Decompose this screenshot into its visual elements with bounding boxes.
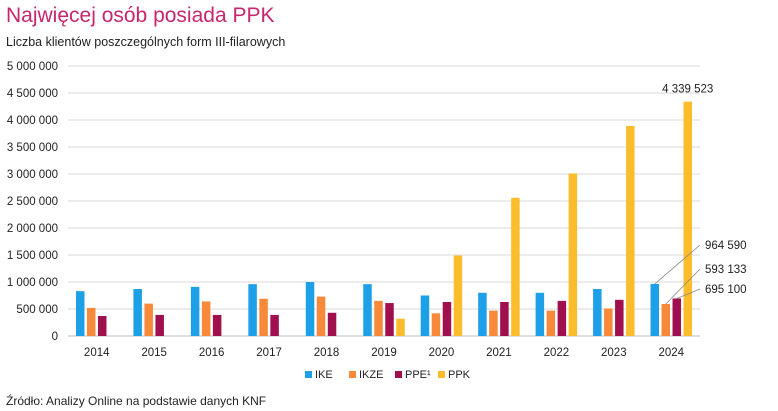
bar-ikze-2018 (316, 296, 326, 336)
bar-ppk-2020 (453, 255, 463, 336)
legend-swatch (438, 371, 445, 378)
bar-ppe-2019 (385, 303, 394, 336)
callout-label: 695 100 (705, 284, 747, 296)
bar-ppk-2022 (568, 173, 578, 336)
bar-ike-2016 (190, 286, 200, 336)
callout-label: 964 590 (705, 240, 747, 252)
bar-ppe-2015 (155, 314, 164, 336)
bar-ikze-2017 (259, 298, 268, 336)
x-tick-label: 2019 (371, 347, 397, 359)
bar-ikze-2021 (489, 310, 498, 336)
y-tick-label: 2 500 000 (7, 196, 58, 208)
bar-ike-2019 (363, 284, 372, 336)
leader-line (665, 268, 701, 305)
y-tick-label: 4 000 000 (7, 115, 58, 127)
legend-label: PPE¹ (405, 369, 431, 381)
data-label-ppk-2024: 4 339 523 (662, 84, 713, 96)
bar-ike-2024 (650, 283, 660, 336)
x-tick-label: 2023 (601, 347, 627, 359)
bar-ppe-2016 (212, 314, 222, 336)
x-tick-label: 2015 (141, 347, 167, 359)
bar-ike-2015 (133, 289, 142, 336)
bar-ppe-2014 (97, 316, 107, 336)
bar-ikze-2023 (604, 308, 613, 336)
bar-ike-2018 (305, 282, 315, 336)
y-tick-label: 1 000 000 (7, 277, 58, 289)
bar-ikze-2020 (431, 313, 441, 336)
legend-swatch (349, 371, 356, 378)
bar-ike-2014 (75, 291, 85, 336)
x-tick-label: 2022 (544, 347, 570, 359)
y-tick-label: 500 000 (16, 304, 58, 316)
leader-line (676, 288, 701, 299)
x-tick-label: 2014 (84, 347, 110, 359)
x-tick-label: 2020 (429, 347, 455, 359)
legend-swatch (305, 371, 312, 378)
y-tick-label: 1 500 000 (7, 250, 58, 262)
y-tick-label: 4 500 000 (7, 88, 58, 100)
bar-ikze-2024 (661, 303, 671, 336)
source-note: Źródło: Analizy Online na podstawie dany… (6, 394, 267, 408)
x-tick-label: 2018 (314, 347, 340, 359)
bar-ikze-2014 (86, 307, 96, 336)
y-tick-label: 2 000 000 (7, 223, 58, 235)
bar-ppe-2021 (500, 301, 509, 336)
legend-label: PPK (448, 369, 471, 381)
y-tick-label: 0 (52, 331, 58, 343)
bar-ppe-2020 (442, 301, 452, 336)
x-tick-label: 2017 (256, 347, 282, 359)
bar-ike-2022 (535, 292, 545, 336)
legend-label: IKZE (359, 369, 383, 381)
bar-ikze-2022 (546, 310, 556, 336)
callout-label: 593 133 (705, 264, 747, 276)
bar-ike-2020 (420, 295, 430, 336)
legend-swatch (395, 371, 402, 378)
chart-title: Najwięcej osób posiada PPK (6, 4, 275, 27)
bar-ppk-2023 (626, 125, 635, 336)
x-tick-label: 2016 (199, 347, 225, 359)
bar-ike-2021 (478, 292, 487, 336)
bar-ikze-2016 (201, 301, 211, 336)
bar-ppe-2022 (557, 300, 567, 336)
y-tick-label: 5 000 000 (7, 61, 58, 73)
bar-ppk-2024 (683, 101, 693, 336)
bar-ppe-2024 (672, 298, 682, 336)
bar-ppk-2021 (511, 197, 520, 336)
bar-ikze-2019 (374, 300, 383, 336)
bar-ike-2017 (248, 284, 257, 336)
x-tick-label: 2021 (486, 347, 512, 359)
bar-ppe-2023 (615, 299, 624, 336)
bar-ppe-2018 (327, 312, 337, 336)
legend-label: IKE (315, 369, 333, 381)
y-tick-label: 3 500 000 (7, 142, 58, 154)
bar-ppe-2017 (270, 314, 279, 336)
bar-ikze-2015 (144, 303, 153, 336)
x-tick-label: 2024 (658, 347, 684, 359)
bar-ppk-2019 (396, 318, 405, 336)
y-tick-label: 3 000 000 (7, 169, 58, 181)
bar-ike-2023 (593, 289, 602, 336)
leader-line (654, 244, 701, 285)
chart-subtitle: Liczba klientów poszczególnych form III-… (6, 35, 286, 49)
